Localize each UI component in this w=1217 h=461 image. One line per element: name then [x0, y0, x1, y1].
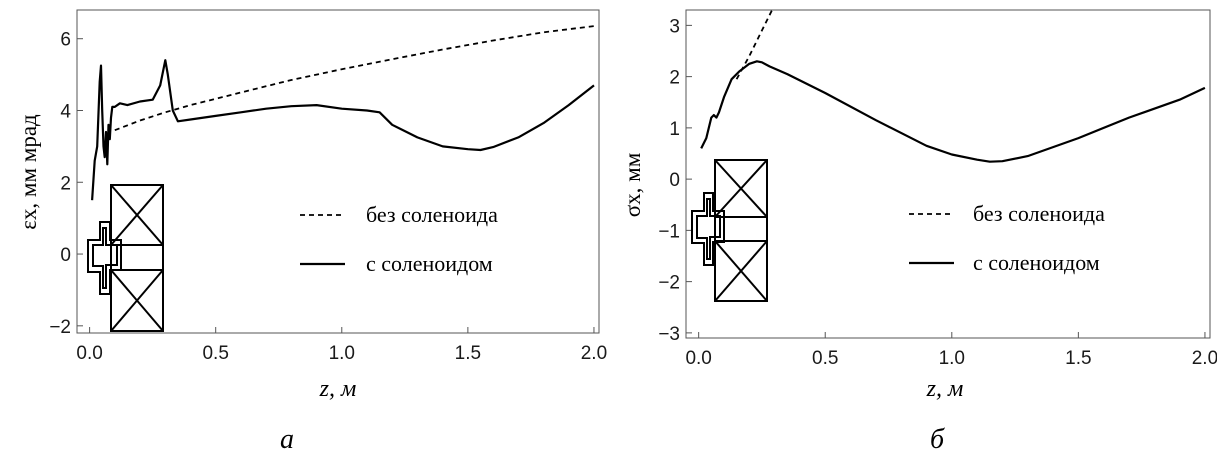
- x-tick-label-b: 1.0: [939, 348, 965, 369]
- plot-frame-b: [685, 9, 1211, 339]
- solenoid-schematic-a: [87, 184, 164, 332]
- y-tick-label-b: 3: [669, 16, 680, 37]
- chart-a: 0.0 0.5 1.0 1.5 2.0 −2 0 2 4 6 без соленоида с со…: [16, 9, 607, 455]
- y-tick-label-b: −3: [658, 324, 680, 345]
- x-tick-label-b: 2.0: [1192, 348, 1217, 369]
- x-tick-label-b: 0.0: [685, 348, 711, 369]
- y-tick-label-b: −2: [658, 273, 680, 294]
- x-axis-label-b: z, м: [926, 376, 964, 402]
- x-axis-label-a: z, м: [319, 376, 357, 402]
- x-tick-label-a: 1.0: [329, 343, 355, 364]
- chart-b: 0.0 0.5 1.0 1.5 2.0 −3 −2 −1 0 1 2 3 без соленоида …: [620, 9, 1217, 455]
- legend-a: без соленоида с соленоидом: [300, 202, 498, 276]
- series-with-solenoid-b: [700, 60, 1206, 163]
- series-a: [91, 25, 595, 201]
- series-with-solenoid-a: [91, 59, 595, 201]
- legend-label-dashed-a: без соленоида: [366, 202, 498, 227]
- axis-ticks-a: 0.0 0.5 1.0 1.5 2.0 −2 0 2 4 6: [49, 30, 607, 364]
- y-tick-label-b: 1: [669, 119, 680, 140]
- x-tick-label-a: 1.5: [455, 343, 481, 364]
- y-tick-label-b: 2: [669, 68, 680, 89]
- y-tick-label-a: −2: [49, 317, 71, 338]
- y-tick-label-a: 0: [60, 245, 71, 266]
- x-tick-label-a: 0.5: [202, 343, 228, 364]
- legend-label-solid-a: с соленоидом: [366, 251, 493, 276]
- series-b: [700, 9, 1206, 163]
- y-tick-label-b: 0: [669, 170, 680, 191]
- panel-label-a: а: [280, 424, 294, 455]
- legend-label-dashed-b: без соленоида: [973, 201, 1105, 226]
- x-tick-label-a: 0.0: [76, 343, 102, 364]
- solenoid-schematic-b: [691, 159, 768, 302]
- series-without-solenoid-a: [114, 25, 595, 132]
- y-axis-label-b: σx, мм: [620, 152, 645, 217]
- plot-frame-a: [76, 9, 600, 334]
- panel-label-b: б: [930, 424, 945, 455]
- x-tick-label-b: 1.5: [1065, 348, 1091, 369]
- legend-label-solid-b: с соленоидом: [973, 250, 1100, 275]
- y-tick-label-a: 2: [60, 173, 71, 194]
- x-tick-label-b: 0.5: [812, 348, 838, 369]
- legend-b: без соленоида с соленоидом: [909, 201, 1105, 275]
- axis-ticks-b: 0.0 0.5 1.0 1.5 2.0 −3 −2 −1 0 1 2 3: [658, 16, 1217, 369]
- y-tick-label-b: −1: [658, 221, 680, 242]
- x-tick-label-a: 2.0: [581, 343, 607, 364]
- y-tick-label-a: 4: [60, 101, 71, 122]
- y-tick-label-a: 6: [60, 30, 71, 51]
- y-axis-label-a: εx, мм мрад: [16, 114, 41, 230]
